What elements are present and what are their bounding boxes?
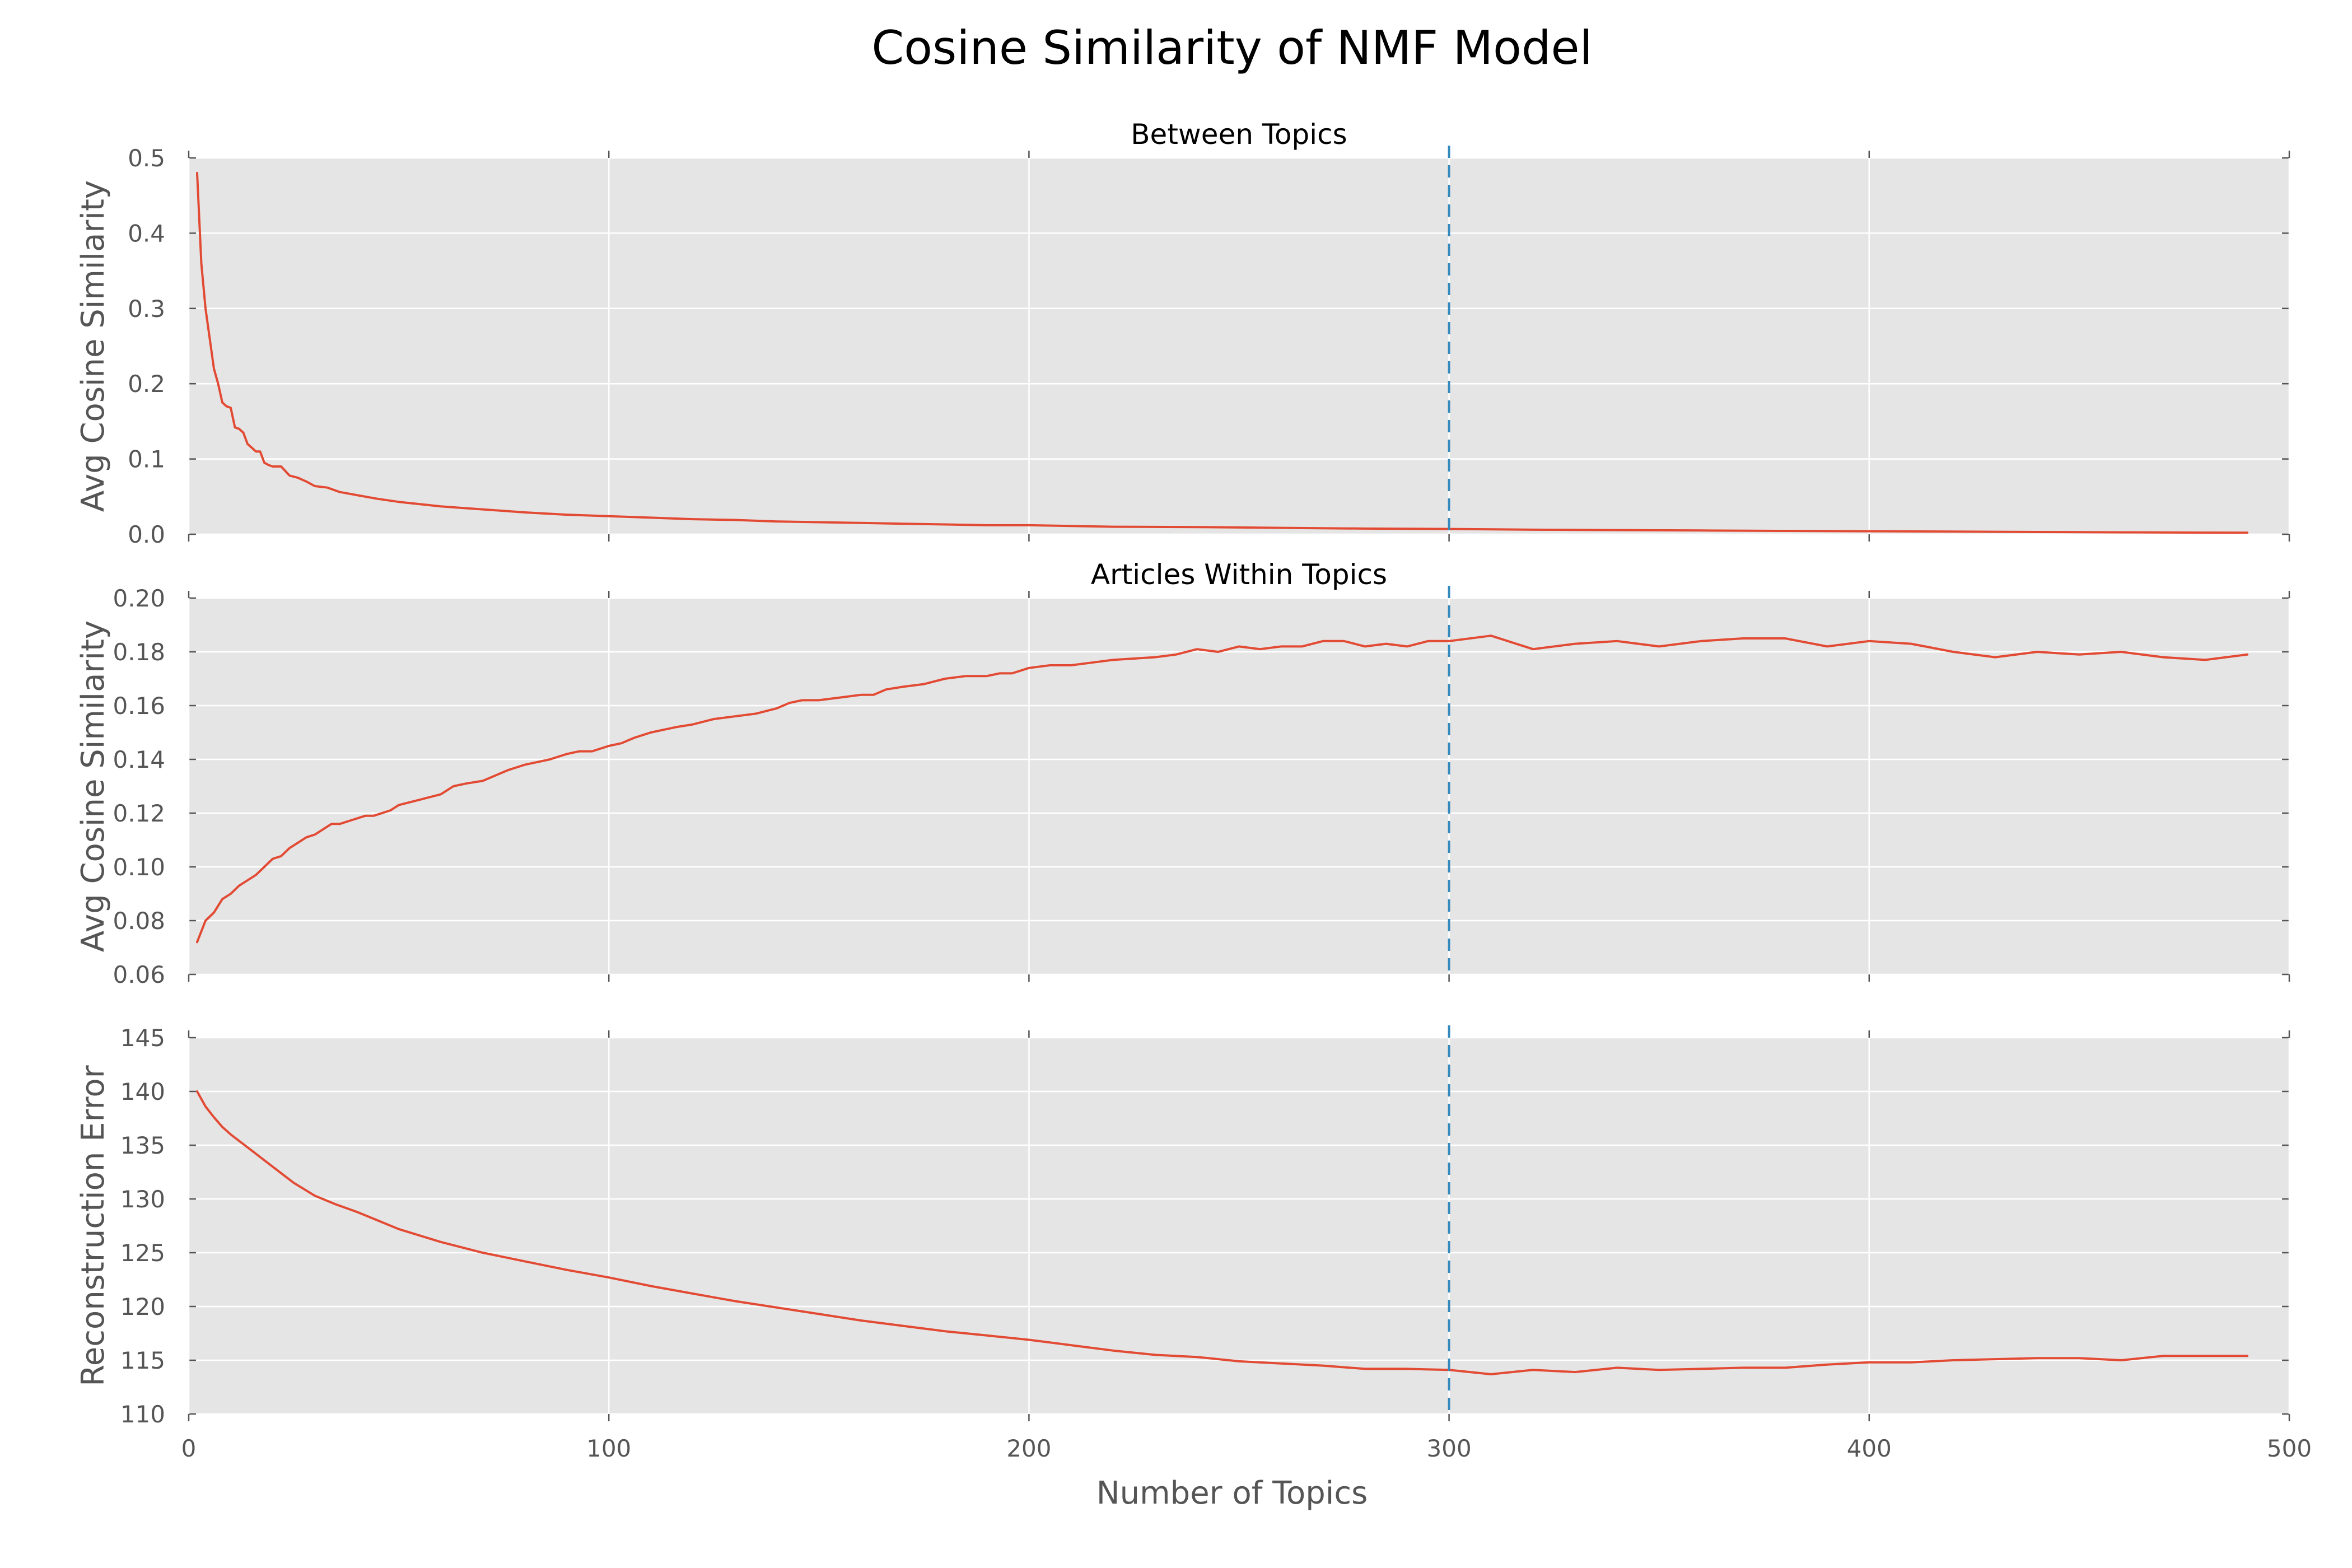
y-tick-label: 0.10 xyxy=(113,853,165,881)
plot-area xyxy=(189,1038,2289,1414)
x-tick-label: 300 xyxy=(1427,1435,1472,1462)
y-tick-label: 140 xyxy=(120,1078,165,1105)
x-tick-label: 100 xyxy=(586,1435,631,1462)
y-axis-label: Reconstruction Error xyxy=(75,1065,111,1386)
y-tick-label: 120 xyxy=(120,1293,165,1320)
y-tick-label: 0.2 xyxy=(128,370,165,398)
series-line-1 xyxy=(196,634,2248,944)
y-tick-label: 0.4 xyxy=(128,220,165,247)
x-axis-label: Number of Topics xyxy=(1096,1475,1368,1511)
y-axis-label: Avg Cosine Similarity xyxy=(75,620,111,952)
series-line-1 xyxy=(196,1090,2248,1375)
plot-area xyxy=(189,598,2289,974)
y-tick-label: 110 xyxy=(120,1401,165,1428)
subplot-title: Between Topics xyxy=(1131,118,1347,151)
x-tick-label: 400 xyxy=(1847,1435,1892,1462)
y-tick-label: 0.5 xyxy=(128,144,165,172)
y-axis-label: Avg Cosine Similarity xyxy=(75,180,111,512)
y-tick-label: 135 xyxy=(120,1132,165,1159)
y-tick-label: 0.3 xyxy=(128,295,165,323)
subplot-1: 0.0 0.1 0.2 0.3 0.4 0.5 Between Topics Avg Cosi… xyxy=(75,118,2290,548)
x-tick-label: 500 xyxy=(2267,1435,2312,1462)
y-tick-label: 0.16 xyxy=(113,692,165,720)
y-tick-label: 0.06 xyxy=(113,961,165,988)
y-tick-label: 0.08 xyxy=(113,907,165,935)
subplot-title: Articles Within Topics xyxy=(1091,558,1387,591)
y-tick-label: 0.12 xyxy=(113,800,165,827)
y-tick-label: 115 xyxy=(120,1347,165,1374)
x-tick-label: 200 xyxy=(1006,1435,1051,1462)
subplots: 0.0 0.1 0.2 0.3 0.4 0.5 Between Topics Avg Cosi… xyxy=(75,118,2312,1462)
y-tick-label: 145 xyxy=(120,1024,165,1052)
y-tick-label: 0.20 xyxy=(113,585,165,612)
y-tick-label: 130 xyxy=(120,1186,165,1213)
subplot-2: 0.06 0.08 0.10 0.12 0.14 0.16 0.18 0.20 Articles… xyxy=(75,558,2290,988)
y-tick-label: 0.18 xyxy=(113,638,165,666)
x-tick-label: 0 xyxy=(181,1435,197,1462)
figure-title: Cosine Similarity of NMF Model xyxy=(871,21,1592,75)
y-tick-label: 125 xyxy=(120,1239,165,1267)
y-tick-label: 0.1 xyxy=(128,446,165,473)
series-line-1 xyxy=(196,171,2248,534)
y-tick-label: 0.14 xyxy=(113,746,165,773)
plot-area xyxy=(189,158,2289,534)
y-tick-label: 0.0 xyxy=(128,521,165,548)
subplot-3: 110 115 120 125 130 135 140 145 0 100 200 300 400 500… xyxy=(75,1024,2312,1462)
